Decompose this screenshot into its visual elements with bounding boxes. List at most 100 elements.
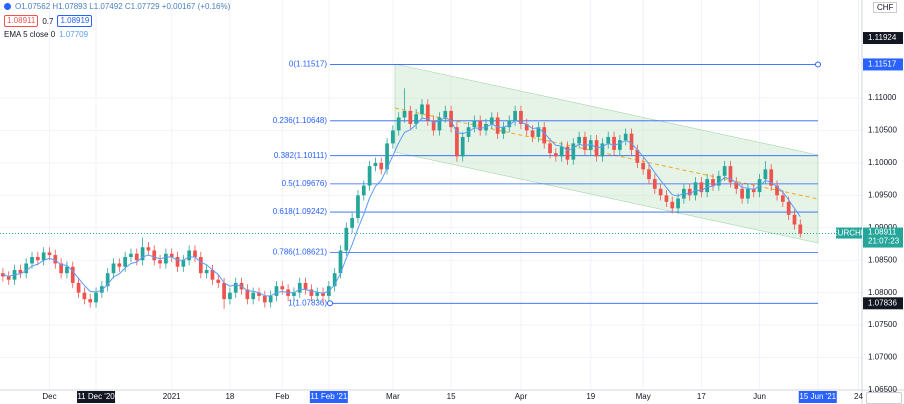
candle-body xyxy=(780,195,785,202)
candle-body xyxy=(76,282,81,293)
x-tick-label: May xyxy=(636,392,651,401)
candle-body xyxy=(140,247,145,261)
candle-body xyxy=(478,120,483,131)
candle-body xyxy=(204,269,209,274)
candle-body xyxy=(361,185,366,196)
candle-body xyxy=(571,143,576,160)
candle-body xyxy=(693,182,698,196)
ema-line xyxy=(2,116,801,297)
x-tick-label: 19 xyxy=(586,392,595,401)
candle-body xyxy=(524,123,529,131)
indicator-value: 1.07709 xyxy=(59,30,89,39)
candle-body xyxy=(746,188,750,199)
price-marker xyxy=(863,58,903,71)
candle-body xyxy=(111,263,116,274)
y-tick-label: 1.09000 xyxy=(868,223,897,232)
candle-body xyxy=(94,292,98,303)
candle-body xyxy=(728,166,733,183)
candle-body xyxy=(315,292,320,296)
candle-body xyxy=(356,195,360,219)
indicator-name: EMA 5 close 0 xyxy=(4,30,56,39)
x-tick-label: 11 Feb '21 xyxy=(310,392,348,401)
x-tick-label: 2021 xyxy=(163,392,181,401)
currency-label[interactable]: CHF xyxy=(873,2,898,13)
candle-body xyxy=(519,110,523,124)
fib-label: 0.618(1.09242) xyxy=(273,207,328,216)
x-tick-label: Jun xyxy=(753,392,766,401)
candle-body xyxy=(600,143,605,157)
candle-body xyxy=(228,292,232,300)
candle-body xyxy=(583,136,587,150)
last-price-label: 1.08911 xyxy=(868,228,897,237)
price-marker xyxy=(863,297,903,310)
candle-body xyxy=(553,153,558,157)
candle-body xyxy=(705,179,710,193)
spread: 0.7 xyxy=(42,16,54,26)
candle-body xyxy=(460,136,465,157)
symbol-label: EURCHF xyxy=(832,229,865,238)
symbol-icon xyxy=(4,3,11,10)
candle-body xyxy=(425,104,430,121)
candle-body xyxy=(82,292,87,300)
x-tick-label: Mar xyxy=(386,392,400,401)
x-tick-label: Apr xyxy=(515,392,528,401)
candle-body xyxy=(559,146,564,157)
candle-body xyxy=(6,276,11,280)
candle-body xyxy=(134,253,139,261)
candle-body xyxy=(740,188,744,199)
x-tick-label: 18 xyxy=(225,392,234,401)
candle-body xyxy=(198,256,203,274)
candle-body xyxy=(402,110,407,118)
candle-body xyxy=(274,286,279,296)
candle-body xyxy=(565,146,570,160)
candle-body xyxy=(280,286,285,290)
y-tick-label: 1.06500 xyxy=(868,385,897,394)
candle-body xyxy=(309,289,314,296)
candle-body xyxy=(641,162,646,170)
candle-body xyxy=(187,250,192,261)
candle-body xyxy=(798,224,803,234)
fib-label: 0.786(1.08621) xyxy=(273,247,328,256)
candle-body xyxy=(332,273,337,287)
candle-body xyxy=(408,110,413,124)
x-tick-label: 17 xyxy=(697,392,706,401)
candle-body xyxy=(577,136,581,144)
candle-body xyxy=(734,182,739,189)
indicator-row: EMA 5 close 0 1.07709 xyxy=(4,30,88,39)
candle-body xyxy=(751,188,756,193)
y-tick-label: 1.10500 xyxy=(868,126,897,135)
candle-body xyxy=(414,114,419,124)
fib-anchor xyxy=(327,300,333,307)
candle-body xyxy=(41,252,46,261)
x-tick-label: 11 Dec '20 xyxy=(77,392,115,401)
candle-body xyxy=(501,127,506,134)
countdown-label: 21:07:23 xyxy=(868,237,900,246)
bid[interactable]: 1.08911 xyxy=(4,15,39,27)
candle-body xyxy=(455,127,459,157)
candle-body xyxy=(449,110,453,128)
candle-body xyxy=(775,185,779,196)
x-tick-label: 15 Jun '21 xyxy=(799,392,836,401)
candle-body xyxy=(24,263,29,274)
ask[interactable]: 1.08919 xyxy=(57,15,93,27)
price-marker-label: 1.11517 xyxy=(868,60,897,69)
candle-body xyxy=(297,282,302,293)
candle-body xyxy=(722,166,727,176)
candle-body xyxy=(216,279,221,283)
candle-body xyxy=(175,256,180,267)
candle-body xyxy=(53,255,58,264)
y-tick-label: 1.10000 xyxy=(868,158,897,167)
candle-body xyxy=(437,117,442,131)
candle-body xyxy=(676,198,680,209)
candle-body xyxy=(548,143,552,154)
candle-body xyxy=(164,253,168,264)
settings-button[interactable] xyxy=(866,392,902,404)
candle-body xyxy=(391,130,395,144)
candle-body xyxy=(47,252,52,256)
candle-body xyxy=(763,169,768,180)
candle-body xyxy=(262,295,267,303)
candle-body xyxy=(338,250,343,274)
candle-body xyxy=(222,282,226,300)
